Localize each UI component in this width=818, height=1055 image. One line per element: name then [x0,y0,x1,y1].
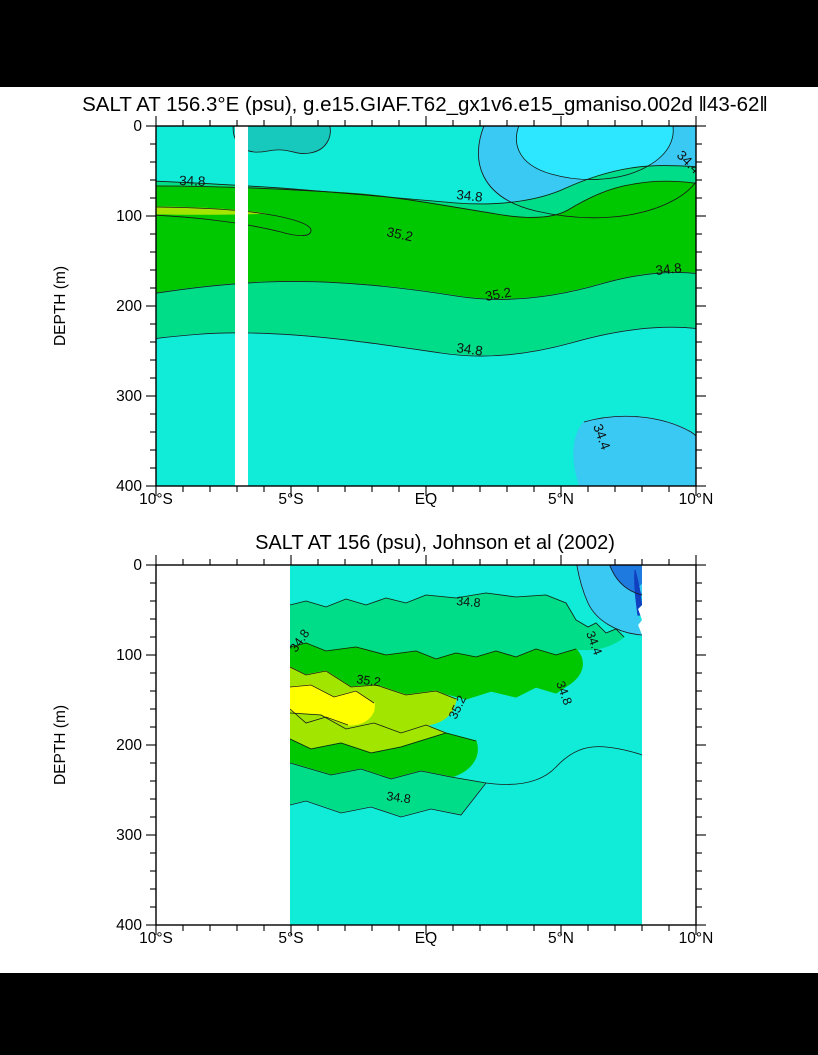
svg-text:0: 0 [133,118,142,135]
svg-text:5°N: 5°N [548,491,574,508]
svg-text:200: 200 [116,298,142,315]
svg-text:100: 100 [116,208,142,225]
svg-text:0: 0 [133,557,142,574]
svg-text:DEPTH (m): DEPTH (m) [52,705,69,785]
svg-text:SALT AT 156 (psu), Johnson et: SALT AT 156 (psu), Johnson et al (2002) [255,532,615,554]
svg-text:EQ: EQ [415,491,437,508]
svg-text:EQ: EQ [415,930,437,947]
svg-text:10°N: 10°N [679,930,714,947]
svg-text:200: 200 [116,737,142,754]
svg-text:300: 300 [116,827,142,844]
svg-text:5°S: 5°S [278,491,303,508]
svg-text:SALT AT 156.3°E (psu), g.e15.G: SALT AT 156.3°E (psu), g.e15.GIAF.T62_gx… [82,93,768,116]
svg-text:300: 300 [116,388,142,405]
svg-text:100: 100 [116,647,142,664]
svg-text:DEPTH (m): DEPTH (m) [52,266,69,346]
svg-text:34.8: 34.8 [456,594,482,610]
svg-text:10°S: 10°S [139,930,173,947]
svg-text:34.8: 34.8 [655,260,683,278]
svg-text:34.8: 34.8 [179,173,206,189]
svg-text:5°N: 5°N [548,930,574,947]
svg-text:10°N: 10°N [679,491,714,508]
svg-text:34.8: 34.8 [456,187,484,205]
svg-text:5°S: 5°S [278,930,303,947]
svg-text:10°S: 10°S [139,491,173,508]
